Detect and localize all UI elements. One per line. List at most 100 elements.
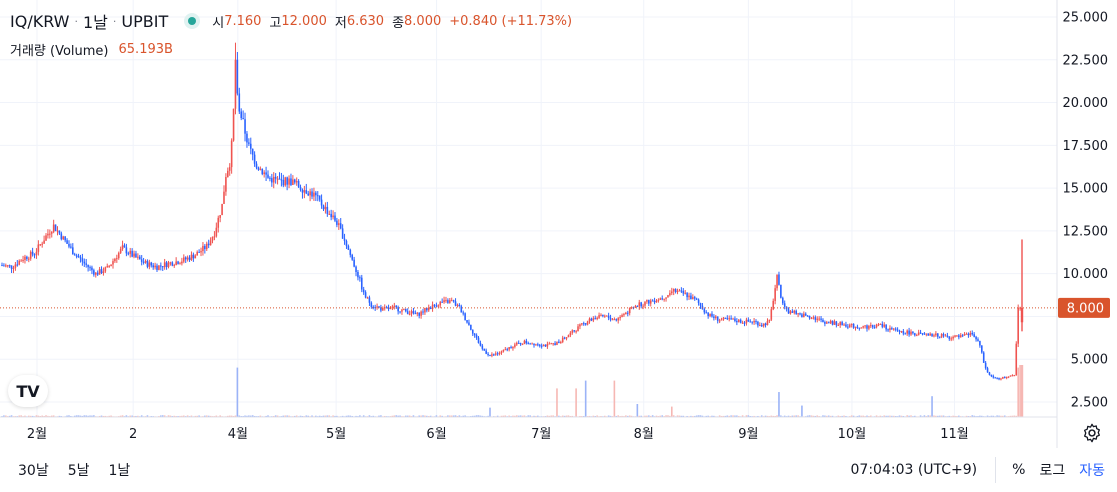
volume-bar: [75, 415, 78, 417]
volume-bar: [447, 415, 449, 417]
candle-body: [594, 318, 597, 320]
open-key: 시: [212, 15, 225, 31]
candle-body: [194, 255, 197, 259]
volume-bar: [676, 415, 679, 417]
volume-bar: [429, 415, 432, 417]
candle-body: [858, 327, 861, 329]
auto-scale-button[interactable]: 자동: [1079, 463, 1105, 479]
candle-body: [1002, 376, 1004, 379]
time-tick-label: 2월: [27, 427, 47, 442]
volume-bar: [615, 415, 618, 417]
candle-body: [929, 333, 931, 336]
candle-body: [540, 345, 543, 347]
volume-bar: [816, 415, 819, 417]
volume-bar: [418, 415, 420, 417]
candle-body: [445, 300, 447, 302]
candle-body: [154, 265, 156, 268]
candle-body: [592, 318, 595, 321]
volume-bar: [87, 415, 89, 417]
volume-bar: [307, 415, 309, 417]
candle-body: [850, 323, 853, 325]
candle-body: [718, 320, 721, 322]
time-tick-label: 6월: [426, 427, 446, 442]
chart-legend: IQ/KRW · 1날 · UPBIT 시 7.160 고 12.000 저 6…: [10, 10, 580, 60]
candle-body: [936, 333, 939, 337]
candle-body: [548, 343, 551, 345]
candle-body: [301, 189, 304, 193]
candle-body: [49, 233, 51, 235]
candle-body: [81, 258, 84, 262]
candle-body: [64, 236, 66, 241]
candle-body: [102, 271, 105, 274]
candle-body: [447, 300, 449, 303]
range-button-30d[interactable]: 30날: [18, 463, 49, 479]
exchange-label[interactable]: UPBIT: [121, 11, 169, 31]
candle-body: [313, 192, 315, 197]
volume-bar: [512, 415, 514, 417]
candle-body: [366, 297, 369, 299]
volume-bar: [502, 415, 505, 417]
volume-bar: [238, 415, 241, 417]
candle-body: [121, 245, 124, 249]
candle-body: [638, 302, 641, 307]
candle-body: [401, 309, 403, 312]
candle-body: [535, 344, 537, 346]
candle-body: [623, 314, 625, 316]
candle-body: [370, 302, 373, 307]
candle-body: [106, 266, 109, 268]
volume-label[interactable]: 거래량 (Volume): [10, 43, 109, 59]
candle-body: [615, 319, 618, 321]
candle-body: [581, 323, 583, 325]
gear-icon[interactable]: [1081, 422, 1103, 444]
candle-body: [919, 332, 922, 334]
time-axis[interactable]: 2월 2 4월 5월 6월 7월 8월 9월 10월 11월: [0, 416, 1057, 442]
tradingview-logo[interactable]: TV: [8, 375, 48, 407]
candle-body: [552, 343, 554, 345]
log-scale-button[interactable]: 로그: [1039, 463, 1066, 479]
volume-bar: [533, 415, 535, 417]
candle-body: [778, 274, 780, 285]
symbol-name[interactable]: IQ/KRW: [10, 11, 70, 31]
price-tick-label: 10.000: [1063, 267, 1109, 282]
timezone-clock[interactable]: 07:04:03 (UTC+9): [850, 462, 978, 478]
range-button-1d[interactable]: 1날: [108, 463, 131, 479]
price-axis[interactable]: 25.000 22.500 20.000 17.500 15.000 12.500 10.0…: [1056, 0, 1110, 448]
candle-body: [412, 311, 415, 314]
candle-body: [728, 318, 731, 320]
percent-scale-button[interactable]: %: [1012, 462, 1026, 478]
candle-body: [299, 187, 302, 190]
volume-bar: [108, 415, 110, 417]
candle-body: [408, 313, 411, 315]
candle-body: [62, 236, 65, 240]
candle-body: [248, 142, 250, 144]
candle-body: [96, 272, 99, 275]
volume-bar: [810, 415, 813, 417]
candle-body: [697, 299, 700, 304]
volume-bar: [489, 407, 491, 417]
volume-bar: [724, 415, 727, 417]
candle-body: [240, 111, 243, 119]
candle-body: [783, 303, 786, 307]
candle-body: [866, 325, 868, 329]
candle-body: [494, 353, 497, 355]
volume-bar: [324, 415, 327, 417]
candle-body: [1020, 307, 1024, 323]
candle-body: [967, 333, 970, 336]
chart-svg[interactable]: 25.00022.50020.00017.50015.00012.50010.0…: [0, 0, 1117, 448]
range-button-5d[interactable]: 5날: [67, 463, 90, 479]
volume-bar: [753, 415, 755, 417]
candle-body: [833, 321, 836, 325]
candle-body: [119, 248, 122, 253]
market-status-icon[interactable]: [184, 13, 201, 29]
candle-body: [684, 292, 686, 294]
candle-body: [284, 177, 287, 186]
interval-label[interactable]: 1날: [82, 13, 108, 32]
candle-body: [990, 374, 993, 377]
volume-bar: [3, 415, 5, 417]
candle-body: [515, 342, 518, 345]
volume-bar: [125, 415, 128, 417]
candle-body: [418, 312, 420, 316]
candle-body: [542, 344, 545, 347]
candle-body: [416, 312, 419, 314]
